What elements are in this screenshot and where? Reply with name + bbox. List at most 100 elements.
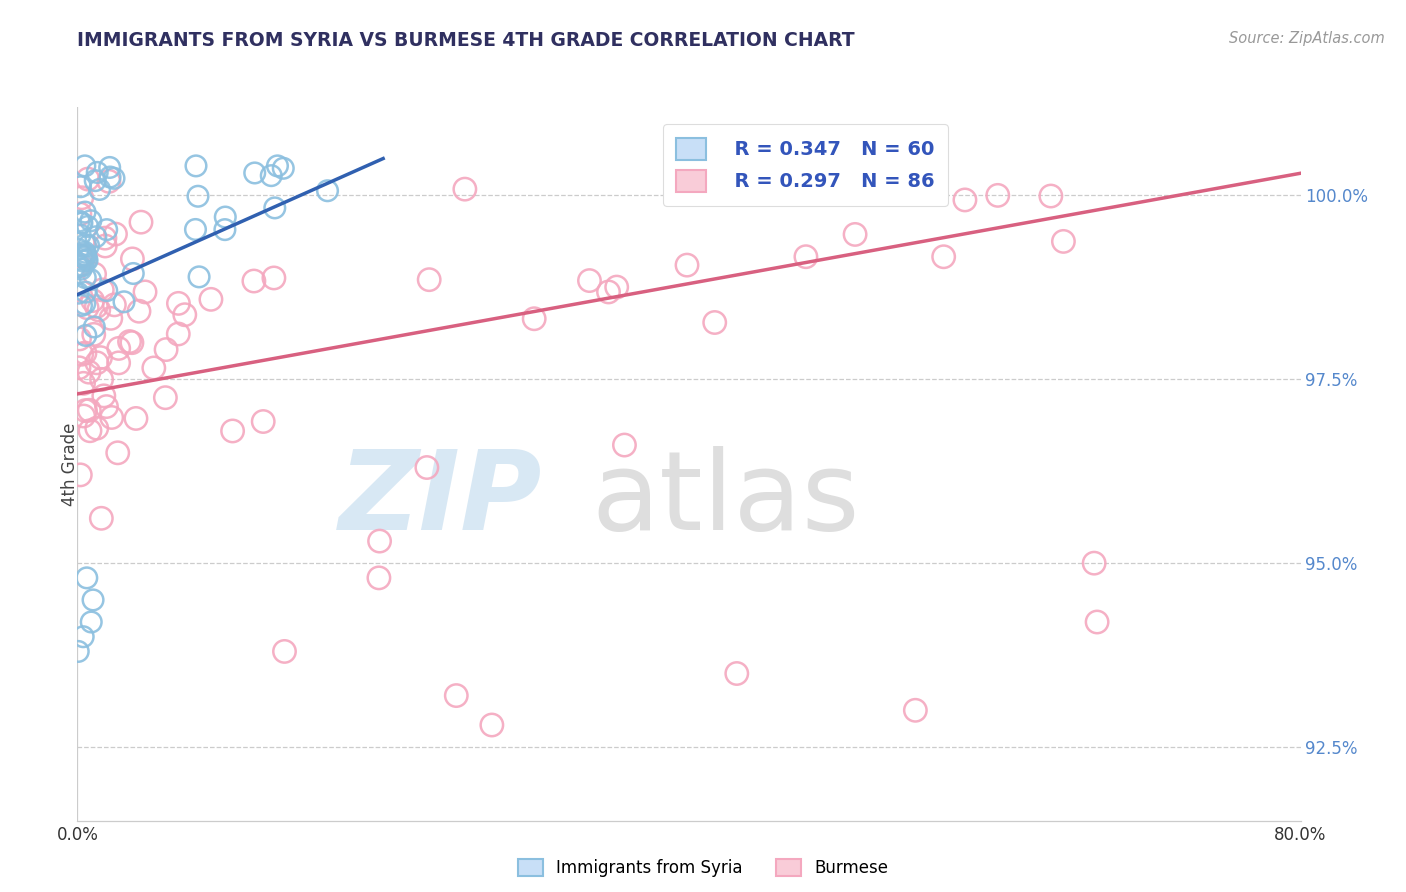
Point: [69, 332, 91, 346]
Point: [70, 216, 93, 230]
Point: [263, 201, 285, 215]
Point: [122, 267, 145, 281]
Point: [75, 285, 97, 300]
Point: [77, 238, 100, 252]
Point: [107, 356, 129, 370]
Point: [368, 534, 391, 549]
Point: [70, 298, 93, 312]
Point: [107, 446, 129, 460]
Legend:   R = 0.347   N = 60,   R = 0.297   N = 86: R = 0.347 N = 60, R = 0.297 N = 86: [662, 124, 948, 206]
Point: [86, 421, 108, 435]
Point: [103, 171, 125, 186]
Point: [76, 301, 98, 315]
Point: [82, 293, 104, 308]
Point: [676, 258, 699, 272]
Point: [73, 205, 96, 219]
Point: [446, 689, 468, 703]
Point: [481, 718, 503, 732]
Point: [761, 159, 783, 173]
Text: Source: ZipAtlas.com: Source: ZipAtlas.com: [1229, 31, 1385, 46]
Point: [87, 302, 110, 317]
Point: [173, 308, 195, 322]
Point: [243, 274, 266, 288]
Point: [67, 644, 90, 658]
Point: [184, 159, 207, 173]
Point: [243, 166, 266, 180]
Point: [79, 424, 101, 438]
Point: [1085, 615, 1108, 629]
Point: [794, 250, 817, 264]
Point: [221, 424, 243, 438]
Point: [66, 260, 89, 274]
Point: [606, 280, 628, 294]
Point: [155, 391, 177, 405]
Point: [613, 438, 636, 452]
Point: [90, 372, 112, 386]
Point: [125, 411, 148, 425]
Point: [953, 193, 976, 207]
Point: [69, 467, 91, 482]
Point: [1083, 556, 1105, 570]
Point: [134, 285, 156, 299]
Point: [904, 703, 927, 717]
Point: [77, 172, 100, 186]
Point: [72, 376, 94, 391]
Point: [70, 262, 93, 277]
Point: [91, 283, 114, 297]
Point: [263, 271, 285, 285]
Point: [70, 347, 93, 361]
Point: [67, 360, 90, 375]
Point: [96, 284, 118, 298]
Point: [69, 227, 91, 242]
Point: [69, 179, 91, 194]
Point: [844, 227, 866, 242]
Point: [167, 296, 190, 310]
Point: [83, 267, 105, 281]
Point: [86, 356, 108, 370]
Point: [416, 460, 439, 475]
Point: [67, 214, 90, 228]
Point: [200, 293, 222, 307]
Point: [73, 346, 96, 360]
Point: [187, 189, 209, 203]
Point: [418, 273, 440, 287]
Legend: Immigrants from Syria, Burmese: Immigrants from Syria, Burmese: [512, 852, 894, 884]
Point: [75, 237, 97, 252]
Point: [932, 250, 955, 264]
Point: [86, 165, 108, 179]
Point: [142, 361, 165, 376]
Point: [100, 410, 122, 425]
Point: [77, 365, 100, 379]
Point: [67, 286, 90, 301]
Point: [72, 248, 94, 262]
Point: [76, 219, 98, 234]
Point: [83, 327, 105, 342]
Point: [94, 239, 117, 253]
Point: [454, 182, 477, 196]
Point: [75, 328, 97, 343]
Point: [93, 389, 115, 403]
Point: [80, 213, 103, 227]
Point: [79, 272, 101, 286]
Point: [84, 229, 107, 244]
Point: [578, 274, 600, 288]
Point: [112, 294, 135, 309]
Point: [100, 311, 122, 326]
Point: [96, 222, 118, 236]
Point: [725, 666, 748, 681]
Point: [107, 342, 129, 356]
Text: IMMIGRANTS FROM SYRIA VS BURMESE 4TH GRADE CORRELATION CHART: IMMIGRANTS FROM SYRIA VS BURMESE 4TH GRA…: [77, 31, 855, 50]
Point: [987, 188, 1010, 202]
Point: [80, 615, 103, 629]
Y-axis label: 4th Grade: 4th Grade: [62, 422, 79, 506]
Point: [75, 270, 97, 285]
Point: [1039, 189, 1062, 203]
Point: [97, 174, 120, 188]
Point: [271, 161, 294, 176]
Point: [89, 182, 111, 196]
Point: [79, 403, 101, 417]
Point: [73, 251, 96, 265]
Point: [155, 343, 177, 357]
Point: [72, 249, 94, 263]
Point: [887, 170, 910, 185]
